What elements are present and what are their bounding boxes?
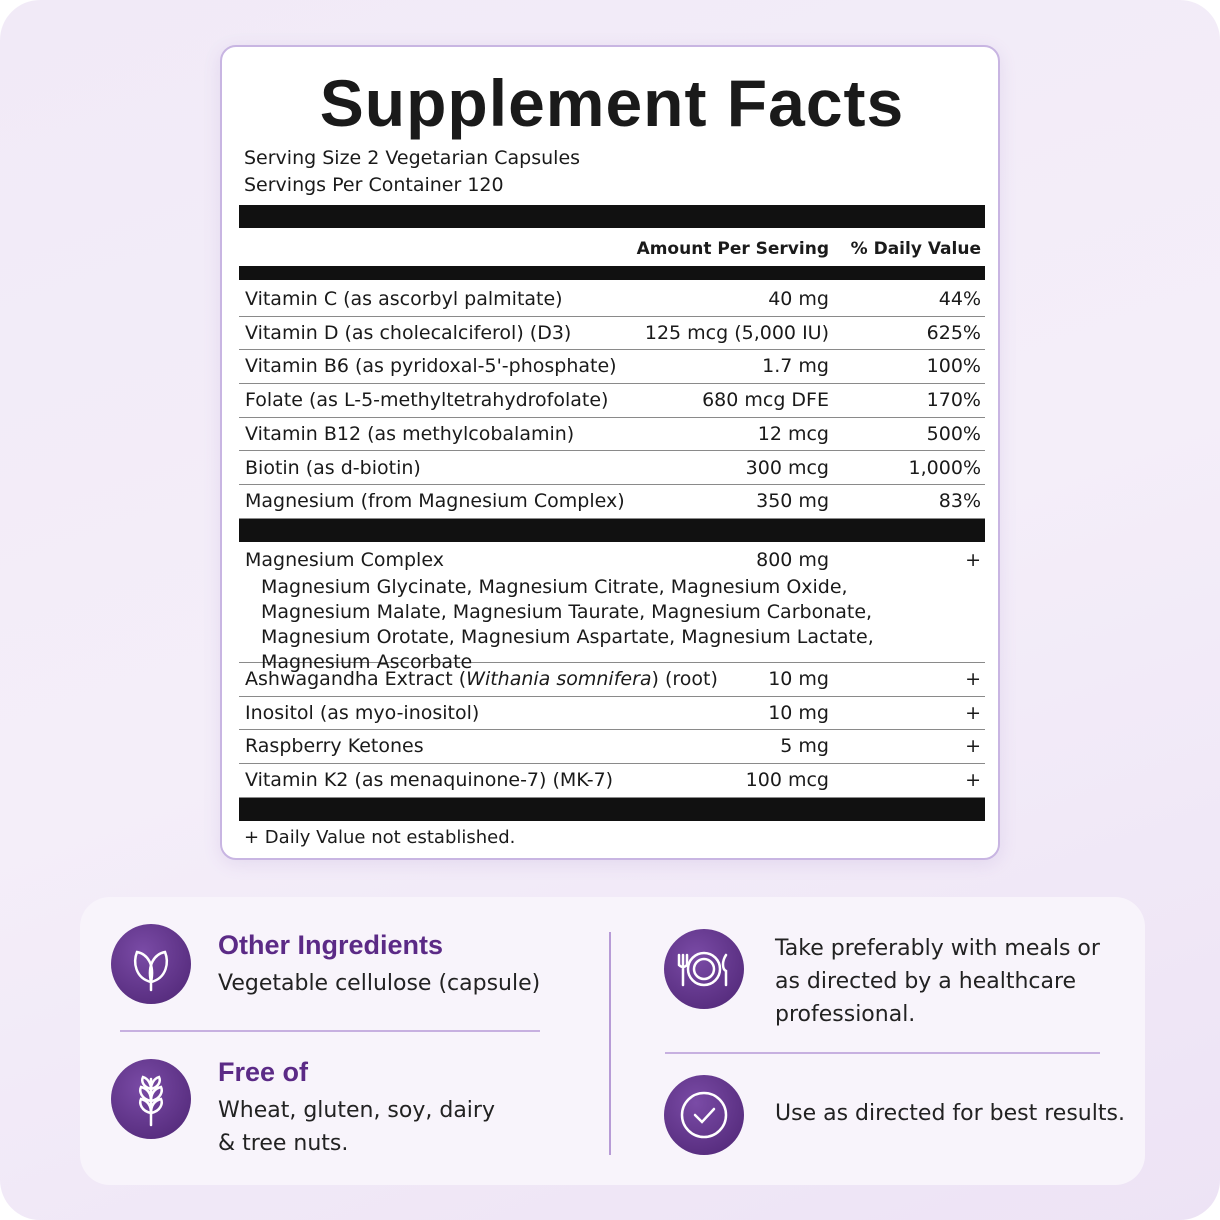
ingredient-row: Raspberry Ketones 5 mg +: [239, 730, 985, 765]
serving-size: Serving Size 2 Vegetarian Capsules: [244, 147, 581, 169]
ingredient-name: Ashwagandha Extract (Withania somnifera)…: [245, 663, 718, 696]
ingredient-name: Vitamin C (as ascorbyl palmitate): [245, 288, 563, 310]
footnote: + Daily Value not established.: [244, 827, 516, 848]
ingredient-daily-value: 83%: [938, 490, 981, 513]
ingredient-daily-value: +: [965, 769, 981, 792]
ingredient-amount: 1.7 mg: [762, 355, 829, 378]
ingredient-amount: 350 mg: [756, 490, 829, 513]
blend-amount: 800 mg: [756, 549, 829, 571]
info-panel: Other Ingredients Vegetable cellulose (c…: [80, 897, 1145, 1185]
ingredient-daily-value: 1,000%: [908, 456, 981, 479]
name-text: ) (root): [651, 668, 718, 690]
ingredient-amount: 5 mg: [780, 735, 829, 758]
ingredient-row: Vitamin D (as cholecalciferol) (D3) 125 m…: [239, 317, 985, 351]
ingredient-name: Magnesium (from Magnesium Complex): [245, 490, 625, 513]
label-title: Supplement Facts: [319, 66, 905, 140]
ingredient-row: Vitamin B6 (as pyridoxal-5'-phosphate) 1.…: [239, 350, 985, 385]
ingredient-amount: 100 mcg: [745, 769, 829, 792]
use-direction: Use as directed for best results.: [775, 1101, 1125, 1126]
meals-direction: Take preferably with meals or as directe…: [775, 936, 1100, 1027]
column-header: Amount Per Serving % Daily Value: [239, 233, 985, 267]
ingredient-daily-value: 170%: [926, 389, 981, 412]
ingredient-name: Folate (as L-5-methyltetrahydrofolate): [245, 389, 609, 412]
plate-icon: [664, 929, 744, 1009]
ingredient-row: Folate (as L-5-methyltetrahydrofolate) 68…: [239, 384, 985, 418]
supplement-label: Supplement Facts Serving Size 2 Vegetari…: [220, 45, 1000, 860]
ingredient-daily-value: +: [965, 701, 981, 724]
ingredient-row: Vitamin K2 (as menaquinone-7) (MK-7) 100 …: [239, 764, 985, 798]
ingredient-daily-value: +: [965, 668, 981, 690]
wheat-icon: [111, 1059, 191, 1139]
ingredient-row: Inositol (as myo-inositol) 10 mg +: [239, 697, 985, 731]
ingredient-amount: 680 mcg DFE: [702, 389, 829, 412]
divider: [120, 1030, 540, 1032]
wheat-glyph: [139, 1075, 163, 1127]
ingredient-amount: 10 mg: [768, 668, 829, 690]
other-ingredients-text: Vegetable cellulose (capsule): [218, 971, 541, 996]
check-icon: [664, 1075, 744, 1155]
ingredient-daily-value: 625%: [926, 321, 981, 344]
ingredient-row: Ashwagandha Extract (Withania somnifera)…: [239, 663, 985, 697]
ingredient-daily-value: 44%: [938, 288, 981, 310]
blend-components: Magnesium Glycinate, Magnesium Citrate, …: [261, 576, 874, 673]
ingredient-amount: 40 mg: [768, 288, 829, 310]
blend-daily-value: +: [965, 549, 981, 571]
thick-rule: [239, 798, 985, 821]
leaf-icon: [111, 924, 191, 1004]
check-glyph: [680, 1091, 728, 1139]
servings-per-container: Servings Per Container 120: [244, 174, 504, 196]
ingredient-daily-value: 100%: [926, 355, 981, 378]
ingredient-daily-value: +: [965, 735, 981, 758]
free-of-text: Wheat, gluten, soy, dairy & tree nuts.: [218, 1098, 495, 1156]
divider: [665, 1052, 1100, 1054]
ingredient-amount: 10 mg: [768, 701, 829, 724]
ingredient-amount: 12 mcg: [757, 422, 829, 445]
ingredient-daily-value: 500%: [926, 422, 981, 445]
thick-rule: [239, 266, 985, 280]
plate-glyph: [677, 951, 728, 987]
ingredient-name: Biotin (as d-biotin): [245, 456, 421, 479]
ingredient-name: Vitamin B6 (as pyridoxal-5'-phosphate): [245, 355, 617, 378]
ingredient-amount: 300 mcg: [745, 456, 829, 479]
blend-row: Magnesium Complex 800 mg + Magnesium Gly…: [239, 544, 985, 673]
free-of-heading: Free of: [218, 1057, 309, 1087]
ingredient-row: Biotin (as d-biotin) 300 mcg 1,000%: [239, 452, 985, 486]
thick-rule: [239, 519, 985, 542]
name-text: Ashwagandha Extract (: [245, 668, 467, 690]
daily-value-header: % Daily Value: [850, 239, 981, 259]
ingredient-name: Vitamin K2 (as menaquinone-7) (MK-7): [245, 769, 614, 792]
botanical-name: Withania somnifera: [466, 668, 652, 690]
ingredient-row: Magnesium (from Magnesium Complex) 350 mg…: [239, 485, 985, 519]
leaf-glyph: [134, 950, 168, 992]
amount-header: Amount Per Serving: [636, 239, 829, 259]
ingredient-name: Inositol (as myo-inositol): [245, 701, 480, 724]
ingredient-row: Vitamin B12 (as methylcobalamin) 12 mcg 50…: [239, 418, 985, 452]
blend-name: Magnesium Complex: [245, 549, 444, 571]
thick-rule: [239, 205, 985, 228]
ingredient-name: Vitamin B12 (as methylcobalamin): [245, 422, 575, 445]
ingredient-name: Vitamin D (as cholecalciferol) (D3): [245, 321, 572, 344]
divider: [609, 932, 611, 1155]
other-ingredients-heading: Other Ingredients: [218, 930, 444, 960]
ingredient-row: Vitamin C (as ascorbyl palmitate) 40 mg 44…: [239, 283, 985, 317]
ingredient-amount: 125 mcg (5,000 IU): [644, 321, 829, 344]
ingredient-name: Raspberry Ketones: [245, 735, 424, 758]
